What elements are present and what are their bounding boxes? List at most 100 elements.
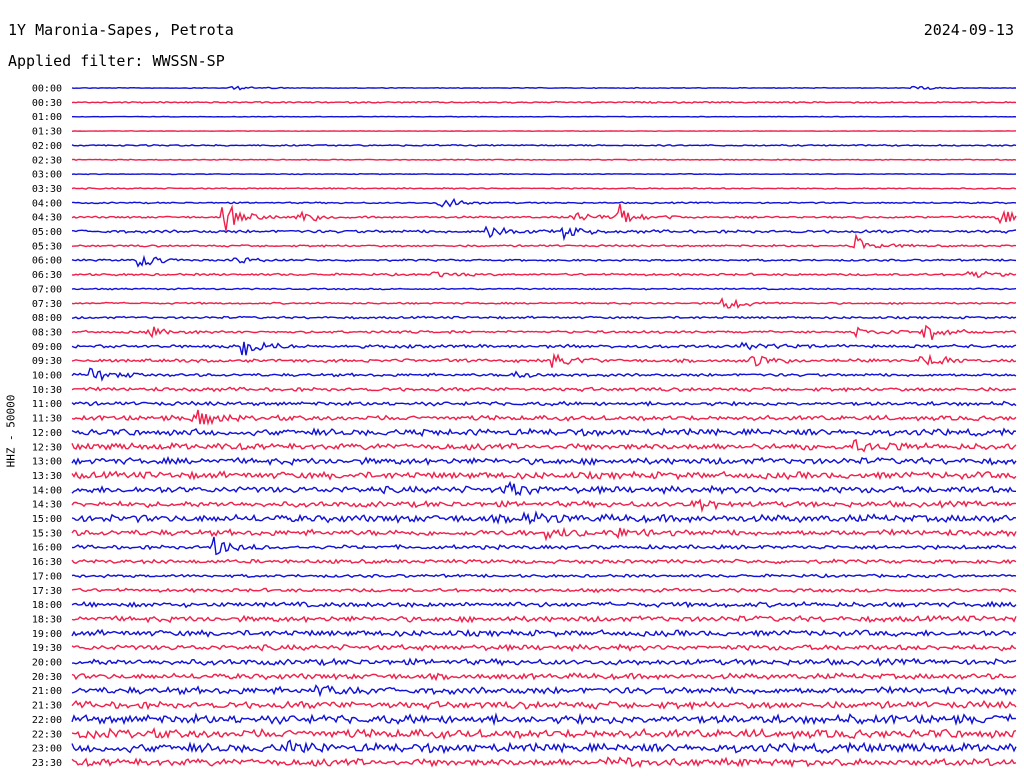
trace-1330 bbox=[71, 470, 1017, 481]
row-label-1330: 13:30 bbox=[32, 471, 62, 482]
trace-0100 bbox=[72, 115, 1017, 118]
row-label-0700: 07:00 bbox=[32, 284, 62, 295]
trace-1300 bbox=[71, 455, 1017, 467]
trace-1230 bbox=[71, 438, 1017, 453]
row-label-0030: 00:30 bbox=[32, 98, 62, 109]
trace-0000 bbox=[71, 85, 1016, 91]
row-label-2030: 20:30 bbox=[32, 672, 62, 683]
trace-0900 bbox=[71, 341, 1017, 356]
trace-1830 bbox=[71, 614, 1017, 624]
row-label-0530: 05:30 bbox=[32, 241, 62, 252]
trace-0830 bbox=[71, 324, 1017, 340]
trace-2200 bbox=[71, 712, 1017, 727]
trace-1000 bbox=[71, 367, 1017, 382]
row-label-1600: 16:00 bbox=[32, 543, 62, 554]
trace-2030 bbox=[71, 672, 1017, 682]
trace-1500 bbox=[71, 510, 1017, 526]
station-title: 1Y Maronia-Sapes, Petrota bbox=[8, 21, 234, 39]
row-label-0730: 07:30 bbox=[32, 299, 62, 310]
row-label-1200: 12:00 bbox=[32, 428, 62, 439]
row-label-0830: 08:30 bbox=[32, 327, 62, 338]
trace-0330 bbox=[71, 187, 1017, 190]
row-label-2100: 21:00 bbox=[32, 686, 62, 697]
row-label-1530: 15:30 bbox=[32, 528, 62, 539]
row-label-1030: 10:30 bbox=[32, 385, 62, 396]
row-label-0130: 01:30 bbox=[32, 127, 62, 138]
row-label-1500: 15:00 bbox=[32, 514, 62, 525]
row-label-2230: 22:30 bbox=[32, 729, 62, 740]
date-label: 2024-09-13 bbox=[923, 21, 1014, 39]
trace-1930 bbox=[71, 643, 1017, 653]
row-label-1800: 18:00 bbox=[32, 600, 62, 611]
trace-2130 bbox=[71, 699, 1017, 711]
row-label-0930: 09:30 bbox=[32, 356, 62, 367]
row-label-2200: 22:00 bbox=[32, 715, 62, 726]
trace-1630 bbox=[71, 558, 1017, 565]
trace-1530 bbox=[71, 526, 1017, 542]
row-label-group: 00:00 00:30 01:00 01:30 02:00 02:30 03:00 03:30… bbox=[32, 84, 62, 769]
trace-0700 bbox=[71, 287, 1017, 291]
row-label-1100: 11:00 bbox=[32, 399, 62, 410]
trace-1430 bbox=[71, 498, 1017, 514]
trace-0930 bbox=[71, 352, 1017, 368]
trace-0430 bbox=[71, 203, 1017, 231]
row-label-0900: 09:00 bbox=[32, 342, 62, 353]
row-label-2330: 23:30 bbox=[32, 758, 62, 769]
trace-1800 bbox=[71, 600, 1017, 609]
row-label-1300: 13:00 bbox=[32, 457, 62, 468]
trace-1030 bbox=[71, 386, 1017, 393]
row-label-0200: 02:00 bbox=[32, 141, 62, 152]
trace-2100 bbox=[71, 684, 1017, 698]
row-label-2000: 20:00 bbox=[32, 658, 62, 669]
trace-0300 bbox=[71, 172, 1017, 176]
row-label-1130: 11:30 bbox=[32, 414, 62, 425]
trace-1600 bbox=[71, 536, 1017, 556]
trace-0130 bbox=[71, 130, 1016, 133]
trace-0530 bbox=[71, 233, 1017, 250]
row-label-0430: 04:30 bbox=[32, 213, 62, 224]
trace-2300 bbox=[71, 739, 1017, 755]
row-label-0000: 00:00 bbox=[32, 84, 62, 95]
trace-0800 bbox=[71, 315, 1017, 320]
trace-0500 bbox=[71, 225, 1017, 242]
trace-1200 bbox=[71, 427, 1017, 438]
row-label-0230: 02:30 bbox=[32, 155, 62, 166]
row-label-2300: 23:00 bbox=[32, 744, 62, 755]
trace-0600 bbox=[71, 254, 1017, 268]
row-label-0800: 08:00 bbox=[32, 313, 62, 324]
row-label-0600: 06:00 bbox=[32, 256, 62, 267]
row-label-1400: 14:00 bbox=[32, 485, 62, 496]
row-label-1430: 14:30 bbox=[32, 500, 62, 511]
trace-0030 bbox=[71, 100, 1017, 104]
row-label-1230: 12:30 bbox=[32, 442, 62, 453]
trace-1100 bbox=[71, 400, 1017, 407]
trace-0400 bbox=[72, 197, 1017, 208]
row-label-2130: 21:30 bbox=[32, 701, 62, 712]
row-label-0100: 01:00 bbox=[32, 112, 62, 123]
trace-0630 bbox=[71, 270, 1017, 279]
trace-0730 bbox=[71, 296, 1017, 309]
trace-1900 bbox=[71, 628, 1017, 638]
row-label-1730: 17:30 bbox=[32, 586, 62, 597]
trace-1130 bbox=[71, 409, 1017, 426]
row-label-1000: 10:00 bbox=[32, 371, 62, 382]
trace-2230 bbox=[71, 727, 1017, 741]
trace-group bbox=[71, 85, 1017, 769]
trace-1700 bbox=[71, 573, 1017, 579]
trace-0200 bbox=[71, 143, 1017, 147]
row-label-0330: 03:30 bbox=[32, 184, 62, 195]
row-label-0400: 04:00 bbox=[32, 198, 62, 209]
trace-0230 bbox=[71, 158, 1017, 162]
trace-1400 bbox=[71, 480, 1016, 497]
trace-2000 bbox=[72, 657, 1017, 667]
trace-2330 bbox=[71, 756, 1017, 769]
row-label-0630: 06:30 bbox=[32, 270, 62, 281]
filter-label: Applied filter: WWSSN-SP bbox=[8, 52, 225, 70]
trace-1730 bbox=[71, 587, 1017, 594]
row-label-1900: 19:00 bbox=[32, 629, 62, 640]
row-label-0500: 05:00 bbox=[32, 227, 62, 238]
row-label-1630: 16:30 bbox=[32, 557, 62, 568]
row-label-1930: 19:30 bbox=[32, 643, 62, 654]
row-label-1830: 18:30 bbox=[32, 614, 62, 625]
